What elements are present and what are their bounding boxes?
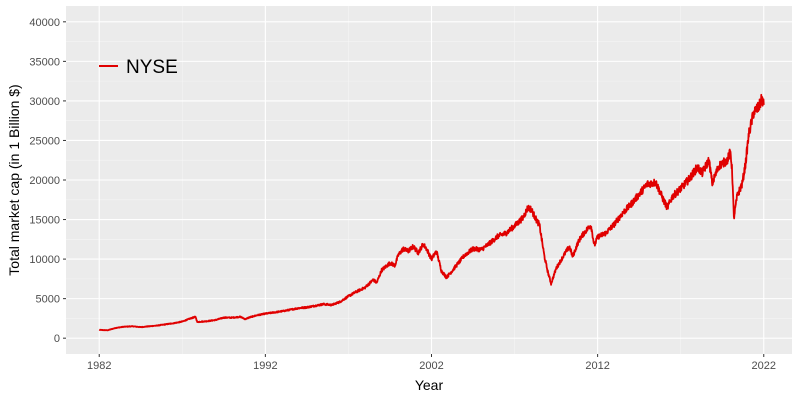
y-tick-label: 10000 <box>29 254 60 266</box>
y-tick-label: 0 <box>54 333 60 345</box>
legend-label-nyse: NYSE <box>126 57 178 78</box>
series-layer <box>98 93 765 332</box>
y-tick-label: 15000 <box>29 215 60 227</box>
y-tick-label: 20000 <box>29 175 60 187</box>
x-tick-label: 2022 <box>752 360 776 372</box>
x-tick-label: 1992 <box>253 360 277 372</box>
x-axis: 1982 1992 2002 2012 2022 <box>87 354 776 372</box>
y-axis-title: Total market cap (in 1 Billion $) <box>6 84 22 275</box>
major-gridlines <box>66 6 792 354</box>
y-tick-label: 25000 <box>29 135 60 147</box>
x-tick-label: 2002 <box>419 360 443 372</box>
x-tick-label: 1982 <box>87 360 111 372</box>
x-axis-title: Year <box>415 377 444 393</box>
y-tick-label: 40000 <box>29 17 60 29</box>
y-tick-label: 5000 <box>36 294 60 306</box>
y-axis: 0 5000 10000 15000 20000 25000 30000 35000 40000 <box>29 17 66 345</box>
legend: NYSE <box>99 57 178 78</box>
series-line-nyse <box>98 93 765 332</box>
y-tick-label: 35000 <box>29 56 60 68</box>
x-tick-label: 2012 <box>585 360 609 372</box>
y-tick-label: 30000 <box>29 96 60 108</box>
